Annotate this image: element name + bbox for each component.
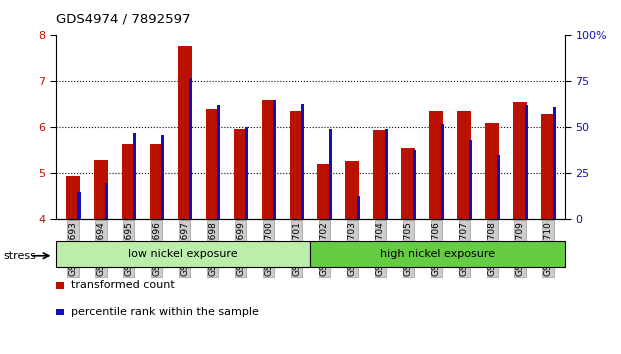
Text: GDS4974 / 7892597: GDS4974 / 7892597: [56, 12, 191, 25]
Bar: [441, 124, 444, 219]
Bar: [469, 140, 472, 219]
Bar: [133, 133, 137, 219]
Bar: [261, 100, 276, 219]
Text: stress: stress: [3, 251, 36, 261]
Bar: [310, 241, 565, 267]
Bar: [514, 102, 527, 219]
Bar: [189, 78, 193, 219]
Bar: [525, 105, 528, 219]
Bar: [56, 241, 310, 267]
Text: transformed count: transformed count: [71, 280, 175, 290]
Bar: [273, 100, 276, 219]
Bar: [77, 192, 81, 219]
Bar: [233, 129, 248, 219]
Text: low nickel exposure: low nickel exposure: [129, 249, 238, 259]
Bar: [206, 109, 220, 219]
Bar: [289, 111, 304, 219]
Bar: [429, 111, 443, 219]
Bar: [542, 114, 555, 219]
Bar: [245, 127, 248, 219]
Bar: [329, 129, 332, 219]
Bar: [317, 164, 332, 219]
Bar: [161, 135, 165, 219]
Bar: [373, 130, 388, 219]
Bar: [66, 176, 79, 219]
Bar: [217, 105, 220, 219]
Bar: [301, 103, 304, 219]
Bar: [401, 148, 415, 219]
Bar: [150, 143, 163, 219]
Bar: [357, 195, 360, 219]
Bar: [413, 149, 416, 219]
Text: high nickel exposure: high nickel exposure: [380, 249, 496, 259]
Bar: [385, 129, 388, 219]
Bar: [486, 123, 499, 219]
Bar: [94, 160, 107, 219]
Bar: [553, 107, 556, 219]
Bar: [458, 111, 471, 219]
Bar: [345, 161, 360, 219]
Text: percentile rank within the sample: percentile rank within the sample: [71, 307, 260, 317]
Bar: [122, 143, 135, 219]
Bar: [497, 155, 500, 219]
Bar: [105, 183, 109, 219]
Bar: [178, 46, 192, 219]
